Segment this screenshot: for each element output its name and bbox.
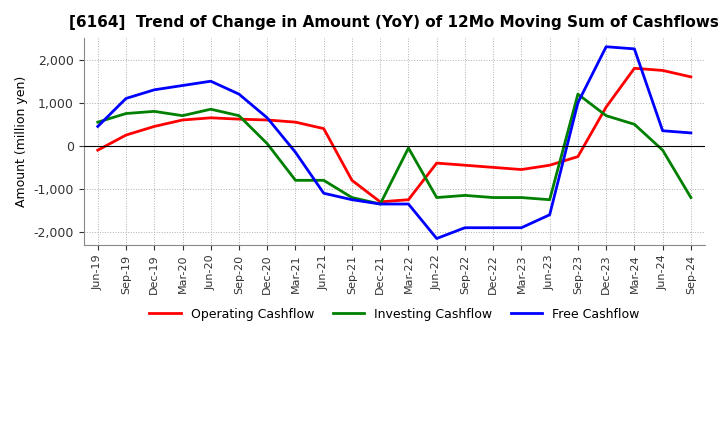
Legend: Operating Cashflow, Investing Cashflow, Free Cashflow: Operating Cashflow, Investing Cashflow, …	[144, 303, 644, 326]
Free Cashflow	[489, 225, 498, 231]
Free Cashflow	[94, 124, 102, 129]
Investing Cashflow	[235, 113, 243, 118]
Operating Cashflow	[489, 165, 498, 170]
Operating Cashflow	[602, 104, 611, 110]
Free Cashflow	[376, 202, 384, 207]
Operating Cashflow	[461, 163, 469, 168]
Investing Cashflow	[263, 141, 271, 147]
Operating Cashflow	[320, 126, 328, 131]
Operating Cashflow	[122, 132, 130, 138]
Operating Cashflow	[404, 197, 413, 202]
Investing Cashflow	[630, 121, 639, 127]
Free Cashflow	[433, 236, 441, 241]
Title: [6164]  Trend of Change in Amount (YoY) of 12Mo Moving Sum of Cashflows: [6164] Trend of Change in Amount (YoY) o…	[69, 15, 719, 30]
Free Cashflow	[263, 115, 271, 121]
Free Cashflow	[461, 225, 469, 231]
Free Cashflow	[122, 96, 130, 101]
Investing Cashflow	[376, 202, 384, 207]
Operating Cashflow	[545, 163, 554, 168]
Operating Cashflow	[235, 117, 243, 122]
Investing Cashflow	[489, 195, 498, 200]
Free Cashflow	[150, 87, 158, 92]
Free Cashflow	[517, 225, 526, 231]
Investing Cashflow	[433, 195, 441, 200]
Operating Cashflow	[291, 120, 300, 125]
Investing Cashflow	[687, 195, 696, 200]
Investing Cashflow	[602, 113, 611, 118]
Investing Cashflow	[658, 147, 667, 153]
Investing Cashflow	[320, 178, 328, 183]
Free Cashflow	[545, 212, 554, 217]
Free Cashflow	[320, 191, 328, 196]
Operating Cashflow	[150, 124, 158, 129]
Operating Cashflow	[630, 66, 639, 71]
Operating Cashflow	[687, 74, 696, 80]
Operating Cashflow	[574, 154, 582, 159]
Free Cashflow	[235, 92, 243, 97]
Free Cashflow	[291, 150, 300, 155]
Line: Free Cashflow: Free Cashflow	[98, 47, 691, 238]
Investing Cashflow	[178, 113, 186, 118]
Free Cashflow	[574, 100, 582, 106]
Operating Cashflow	[94, 147, 102, 153]
Operating Cashflow	[433, 161, 441, 166]
Line: Operating Cashflow: Operating Cashflow	[98, 68, 691, 202]
Line: Investing Cashflow: Investing Cashflow	[98, 94, 691, 204]
Free Cashflow	[630, 46, 639, 51]
Operating Cashflow	[348, 178, 356, 183]
Free Cashflow	[687, 130, 696, 136]
Y-axis label: Amount (million yen): Amount (million yen)	[15, 76, 28, 207]
Investing Cashflow	[94, 120, 102, 125]
Investing Cashflow	[122, 111, 130, 116]
Investing Cashflow	[517, 195, 526, 200]
Investing Cashflow	[545, 197, 554, 202]
Free Cashflow	[658, 128, 667, 133]
Investing Cashflow	[574, 92, 582, 97]
Operating Cashflow	[263, 117, 271, 123]
Operating Cashflow	[376, 199, 384, 205]
Free Cashflow	[602, 44, 611, 49]
Free Cashflow	[207, 79, 215, 84]
Free Cashflow	[348, 197, 356, 202]
Investing Cashflow	[291, 178, 300, 183]
Operating Cashflow	[178, 117, 186, 123]
Investing Cashflow	[461, 193, 469, 198]
Investing Cashflow	[150, 109, 158, 114]
Investing Cashflow	[348, 195, 356, 200]
Free Cashflow	[404, 202, 413, 207]
Operating Cashflow	[517, 167, 526, 172]
Operating Cashflow	[207, 115, 215, 121]
Investing Cashflow	[404, 145, 413, 150]
Operating Cashflow	[658, 68, 667, 73]
Free Cashflow	[178, 83, 186, 88]
Investing Cashflow	[207, 106, 215, 112]
